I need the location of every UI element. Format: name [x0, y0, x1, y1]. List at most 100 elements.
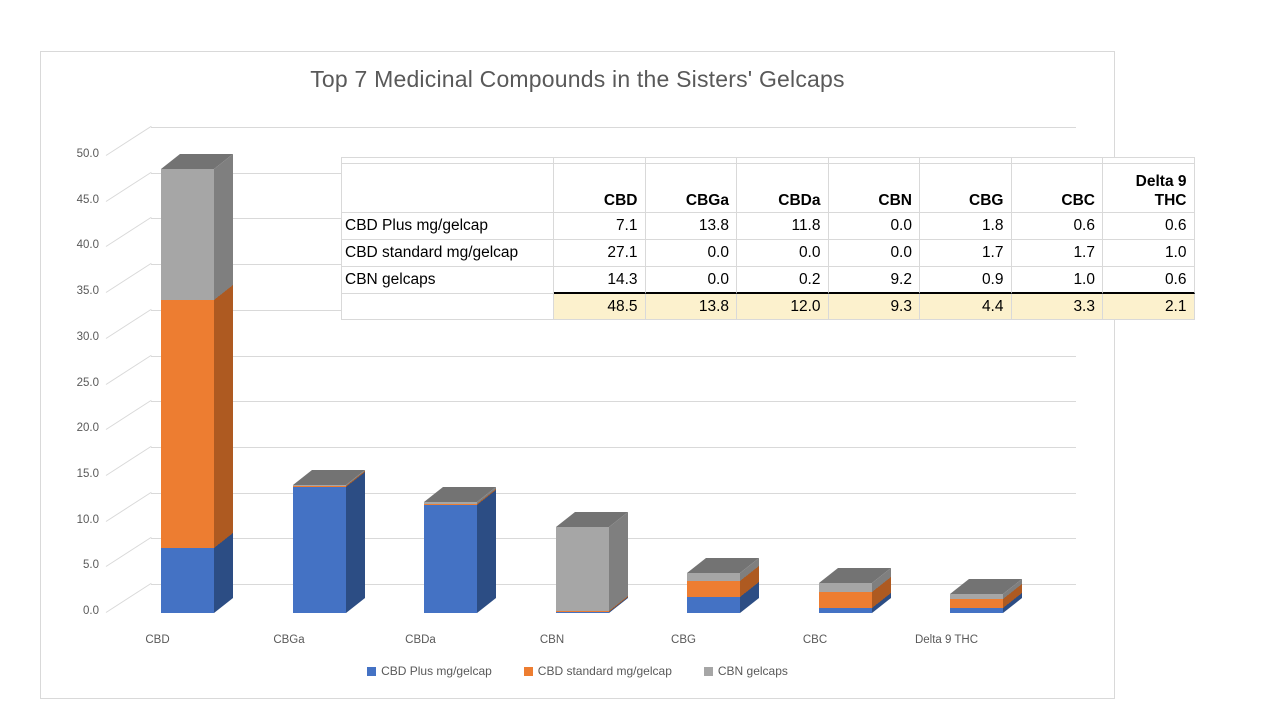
table-cell[interactable]: 11.8 — [737, 213, 829, 240]
table-cell[interactable]: 7.1 — [554, 213, 646, 240]
bar-segment-cbd-plus-mg-gelcap[interactable] — [424, 505, 477, 613]
bar-segment-cbd-standard-mg-gelcap[interactable] — [950, 599, 1003, 608]
y-axis-tick-label: 0.0 — [83, 605, 99, 617]
table-column-header[interactable]: CBGa — [645, 164, 737, 213]
bar-CBDa[interactable] — [424, 502, 477, 613]
table-column-header[interactable]: CBN — [828, 164, 920, 213]
table-row-label[interactable]: CBD Plus mg/gelcap — [342, 213, 554, 240]
legend-item[interactable]: CBD standard mg/gelcap — [523, 664, 672, 678]
chart-title: Top 7 Medicinal Compounds in the Sisters… — [310, 66, 845, 92]
table-cell[interactable]: 1.0 — [1011, 267, 1103, 294]
gridline — [151, 127, 1076, 128]
bar-segment-cbd-plus-mg-gelcap[interactable] — [292, 487, 346, 613]
bar-CBG[interactable] — [687, 573, 740, 613]
table-cell[interactable]: 0.0 — [828, 240, 920, 267]
table-blank-cell[interactable] — [1011, 158, 1103, 164]
table-totals-cell[interactable]: 3.3 — [1011, 294, 1103, 320]
table-cell[interactable]: 0.6 — [1103, 267, 1195, 294]
bar-segment-cbn-gelcaps[interactable] — [555, 527, 609, 611]
table-totals-cell[interactable]: 12.0 — [737, 294, 829, 320]
y-axis-tick-label: 25.0 — [76, 376, 99, 389]
legend-item[interactable]: CBD Plus mg/gelcap — [367, 664, 492, 678]
bar-segment-cbd-plus-mg-gelcap[interactable] — [950, 608, 1003, 613]
table-cell[interactable]: 0.6 — [1011, 213, 1103, 240]
table-cell[interactable]: 27.1 — [554, 240, 646, 267]
bar-segment-cbn-gelcaps[interactable] — [687, 573, 740, 581]
legend-label: CBD Plus mg/gelcap — [381, 664, 492, 678]
bar-side-face[interactable] — [477, 486, 496, 613]
table-totals-cell[interactable]: 13.8 — [645, 294, 737, 320]
table-totals-cell[interactable]: 9.3 — [828, 294, 920, 320]
y-axis-tick-label: 45.0 — [76, 193, 99, 206]
table-blank-cell[interactable] — [1103, 158, 1195, 164]
table-column-header[interactable]: Delta 9 THC — [1103, 164, 1195, 213]
x-axis-category-label: CBN — [539, 634, 565, 646]
bar-segment-cbd-standard-mg-gelcap[interactable] — [161, 300, 214, 548]
bar-segment-cbn-gelcaps[interactable] — [292, 485, 346, 486]
bar-segment-cbd-plus-mg-gelcap[interactable] — [555, 612, 609, 613]
bar-segment-cbd-standard-mg-gelcap[interactable] — [555, 611, 609, 612]
legend-swatch-icon — [703, 666, 713, 676]
bar-Delta 9 THC[interactable] — [950, 594, 1003, 613]
table-cell[interactable]: 0.0 — [737, 240, 829, 267]
table-blank-cell[interactable] — [920, 158, 1012, 164]
legend-item[interactable]: CBN gelcaps — [703, 664, 788, 678]
table-cell[interactable]: 0.9 — [920, 267, 1012, 294]
table-blank-cell[interactable] — [737, 158, 829, 164]
table-totals-cell[interactable]: 4.4 — [920, 294, 1012, 320]
x-axis-category-label: CBGa — [273, 634, 305, 646]
table-cell[interactable]: 0.0 — [645, 240, 737, 267]
bar-segment-cbd-standard-mg-gelcap[interactable] — [292, 486, 346, 487]
table-row-label[interactable]: CBD standard mg/gelcap — [342, 240, 554, 267]
table-cell[interactable]: 9.2 — [828, 267, 920, 294]
table-cell[interactable]: 14.3 — [554, 267, 646, 294]
table-cell[interactable]: 1.8 — [920, 213, 1012, 240]
table-cell[interactable]: 0.2 — [737, 267, 829, 294]
table-row-label[interactable]: CBN gelcaps — [342, 267, 554, 294]
table-corner-cell[interactable] — [342, 164, 554, 213]
bar-segment-cbd-standard-mg-gelcap[interactable] — [818, 592, 872, 608]
bar-side-face[interactable] — [214, 153, 233, 614]
table-blank-cell[interactable] — [828, 158, 920, 164]
embedded-data-table: CBD CBGa CBDa CBN CBG CBC Delta 9 THC CBD Plus … — [341, 157, 1195, 320]
table-column-header[interactable]: CBD — [554, 164, 646, 213]
bar-segment-cbd-plus-mg-gelcap[interactable] — [161, 548, 214, 613]
table-column-header[interactable]: CBC — [1011, 164, 1103, 213]
table-totals-cell[interactable]: 48.5 — [554, 294, 646, 320]
table-cell[interactable]: 0.0 — [645, 267, 737, 294]
bar-segment-cbn-gelcaps[interactable] — [161, 169, 214, 300]
table-totals-label[interactable] — [342, 294, 554, 320]
bar-segment-cbd-standard-mg-gelcap[interactable] — [687, 581, 740, 597]
table-blank-cell[interactable] — [554, 158, 646, 164]
gridline-connector — [105, 491, 152, 522]
bar-side-face[interactable] — [608, 511, 628, 613]
bar-CBN[interactable] — [555, 527, 609, 613]
table-cell[interactable]: 0.6 — [1103, 213, 1195, 240]
table-column-header[interactable]: CBG — [920, 164, 1012, 213]
bar-side-face[interactable] — [345, 469, 365, 613]
table-cell[interactable]: 1.0 — [1103, 240, 1195, 267]
table-cell[interactable]: 0.0 — [828, 213, 920, 240]
bar-CBGa[interactable] — [292, 485, 346, 613]
bar-segment-cbn-gelcaps[interactable] — [818, 583, 872, 592]
gridline-connector — [105, 537, 152, 568]
gridline-connector — [105, 354, 152, 385]
table-blank-cell[interactable] — [645, 158, 737, 164]
x-axis-category-label: CBC — [802, 634, 828, 646]
table-cell[interactable]: 1.7 — [920, 240, 1012, 267]
table-totals-cell[interactable]: 2.1 — [1103, 294, 1195, 320]
chart-frame: Top 7 Medicinal Compounds in the Sisters… — [40, 51, 1115, 699]
bar-CBC[interactable] — [818, 583, 872, 613]
bar-segment-cbd-standard-mg-gelcap[interactable] — [424, 504, 477, 505]
gridline-connector — [105, 583, 152, 613]
bar-segment-cbd-plus-mg-gelcap[interactable] — [687, 597, 740, 613]
table-cell[interactable]: 1.7 — [1011, 240, 1103, 267]
table-cell[interactable]: 13.8 — [645, 213, 737, 240]
bar-segment-cbn-gelcaps[interactable] — [424, 502, 477, 504]
bar-CBD[interactable] — [161, 169, 214, 613]
table-column-header[interactable]: CBDa — [737, 164, 829, 213]
bar-segment-cbn-gelcaps[interactable] — [950, 594, 1003, 599]
bar-segment-cbd-plus-mg-gelcap[interactable] — [818, 608, 872, 613]
table-blank-cell[interactable] — [342, 158, 554, 164]
